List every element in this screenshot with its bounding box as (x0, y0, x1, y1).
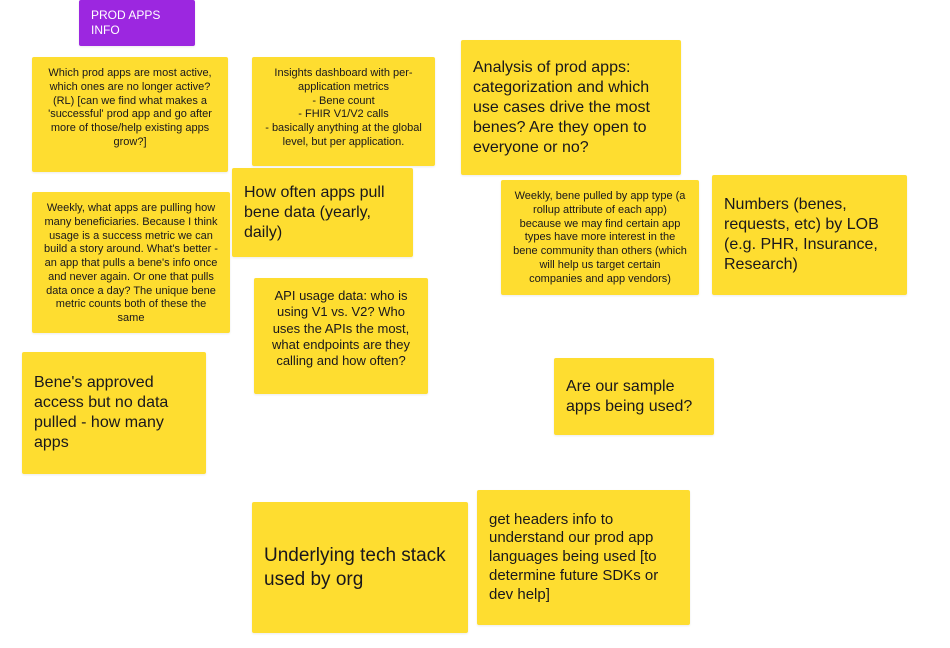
sticky-note-headers-info[interactable]: get headers info to understand our prod … (477, 490, 690, 625)
sticky-note-weekly-pulling[interactable]: Weekly, what apps are pulling how many b… (32, 192, 230, 333)
sticky-note-numbers-by-lob[interactable]: Numbers (benes, requests, etc) by LOB (e… (712, 175, 907, 295)
sticky-note-approved-no-pull[interactable]: Bene's approved access but no data pulle… (22, 352, 206, 474)
sticky-note-weekly-by-app-type[interactable]: Weekly, bene pulled by app type (a rollu… (501, 180, 699, 295)
sticky-note-analysis-prod-apps[interactable]: Analysis of prod apps: categorization an… (461, 40, 681, 175)
sticky-note-header[interactable]: PROD APPS INFO (79, 0, 195, 46)
sticky-note-sample-apps[interactable]: Are our sample apps being used? (554, 358, 714, 435)
sticky-note-active-apps[interactable]: Which prod apps are most active, which o… (32, 57, 228, 172)
sticky-note-insights-dashboard[interactable]: Insights dashboard with per-application … (252, 57, 435, 166)
sticky-note-canvas[interactable]: PROD APPS INFO Which prod apps are most a… (0, 0, 950, 648)
sticky-note-tech-stack[interactable]: Underlying tech stack used by org (252, 502, 468, 633)
sticky-note-api-usage[interactable]: API usage data: who is using V1 vs. V2? … (254, 278, 428, 394)
sticky-note-pull-frequency[interactable]: How often apps pull bene data (yearly, d… (232, 168, 413, 257)
